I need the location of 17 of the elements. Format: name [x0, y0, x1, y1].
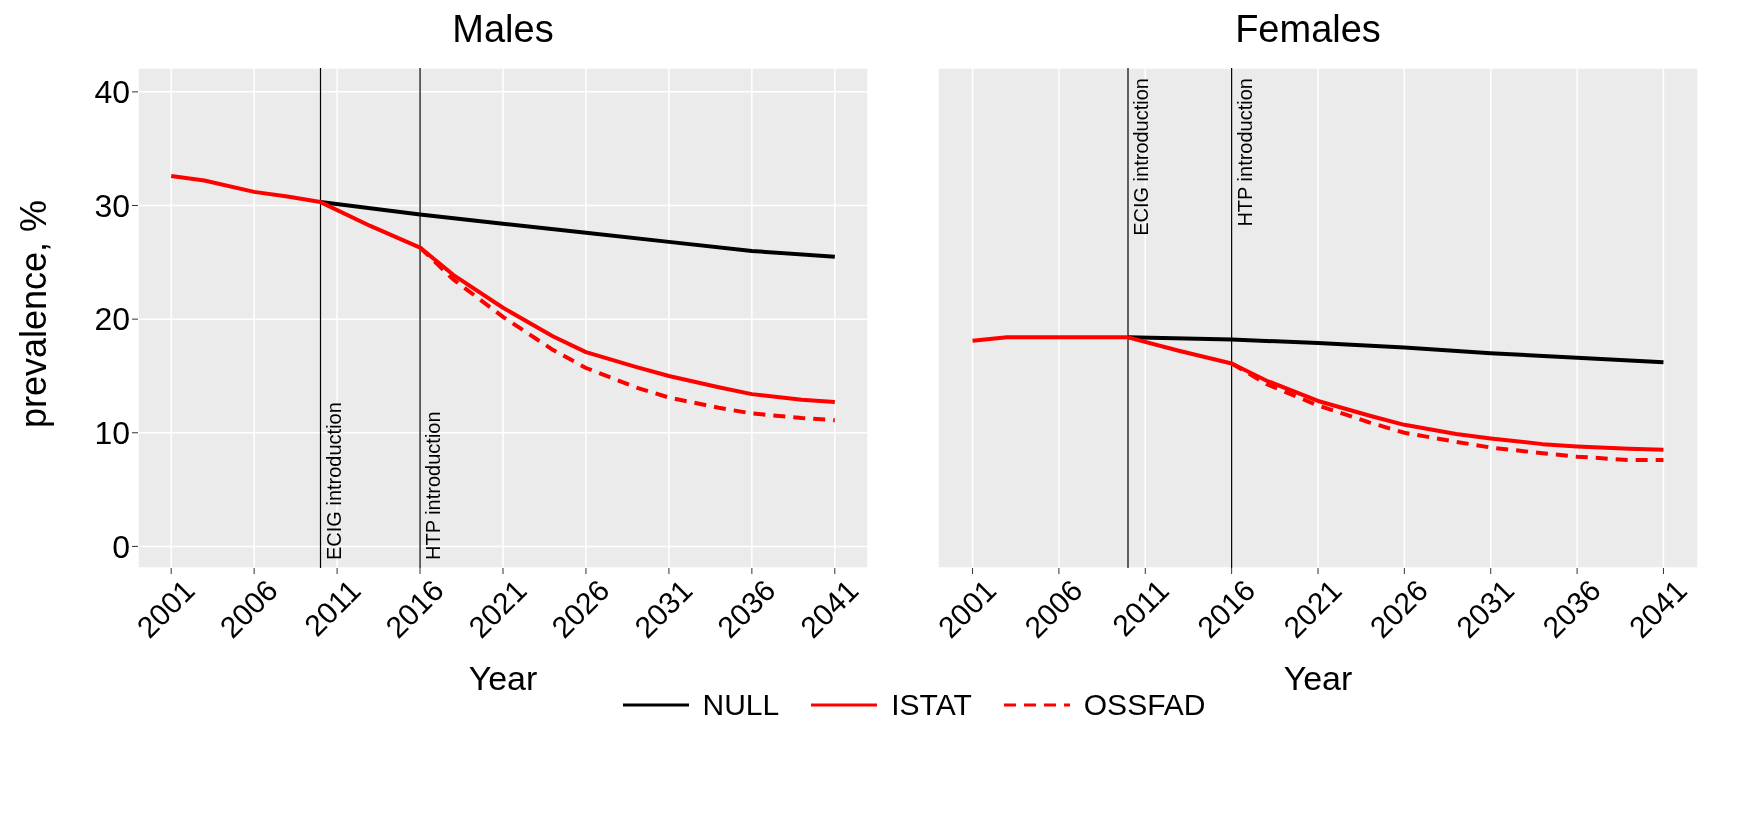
- legend-label: OSSFAD: [1083, 688, 1206, 722]
- x-axis-title: Year: [1283, 659, 1353, 697]
- y-axis-title: prevalence, %: [12, 199, 54, 428]
- legend-label: NULL: [702, 688, 780, 722]
- y-tick-label: 0: [112, 528, 130, 565]
- chart-title: Males: [451, 8, 555, 52]
- y-tick-label: 10: [94, 415, 130, 452]
- chart-title: Females: [1234, 8, 1382, 52]
- y-tick-label: 30: [94, 187, 130, 224]
- ref-line-label: HTP introduction: [422, 411, 445, 560]
- x-axis-title: Year: [468, 659, 538, 697]
- ref-line-label: ECIG introduction: [1130, 78, 1152, 236]
- ref-line-label: HTP introduction: [1233, 78, 1256, 227]
- legend-label: ISTAT: [891, 688, 972, 722]
- y-tick-label: 40: [94, 74, 130, 111]
- y-tick-label: 20: [94, 301, 130, 338]
- ref-line-label: ECIG introduction: [322, 402, 345, 560]
